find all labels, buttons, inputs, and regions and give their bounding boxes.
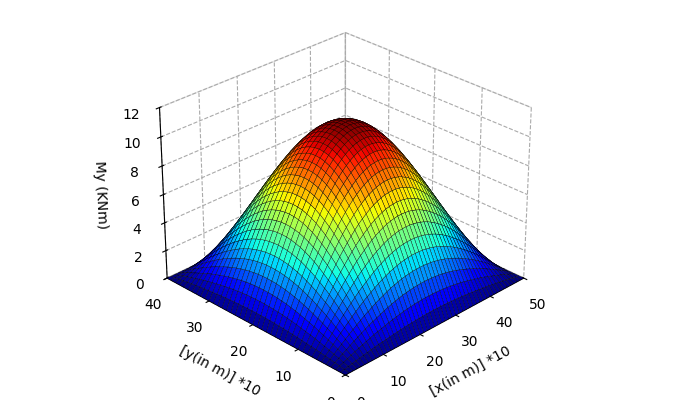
X-axis label: [x(in m)] *10: [x(in m)] *10 [428, 343, 513, 398]
Y-axis label: [y(in m)] *10: [y(in m)] *10 [177, 343, 263, 398]
